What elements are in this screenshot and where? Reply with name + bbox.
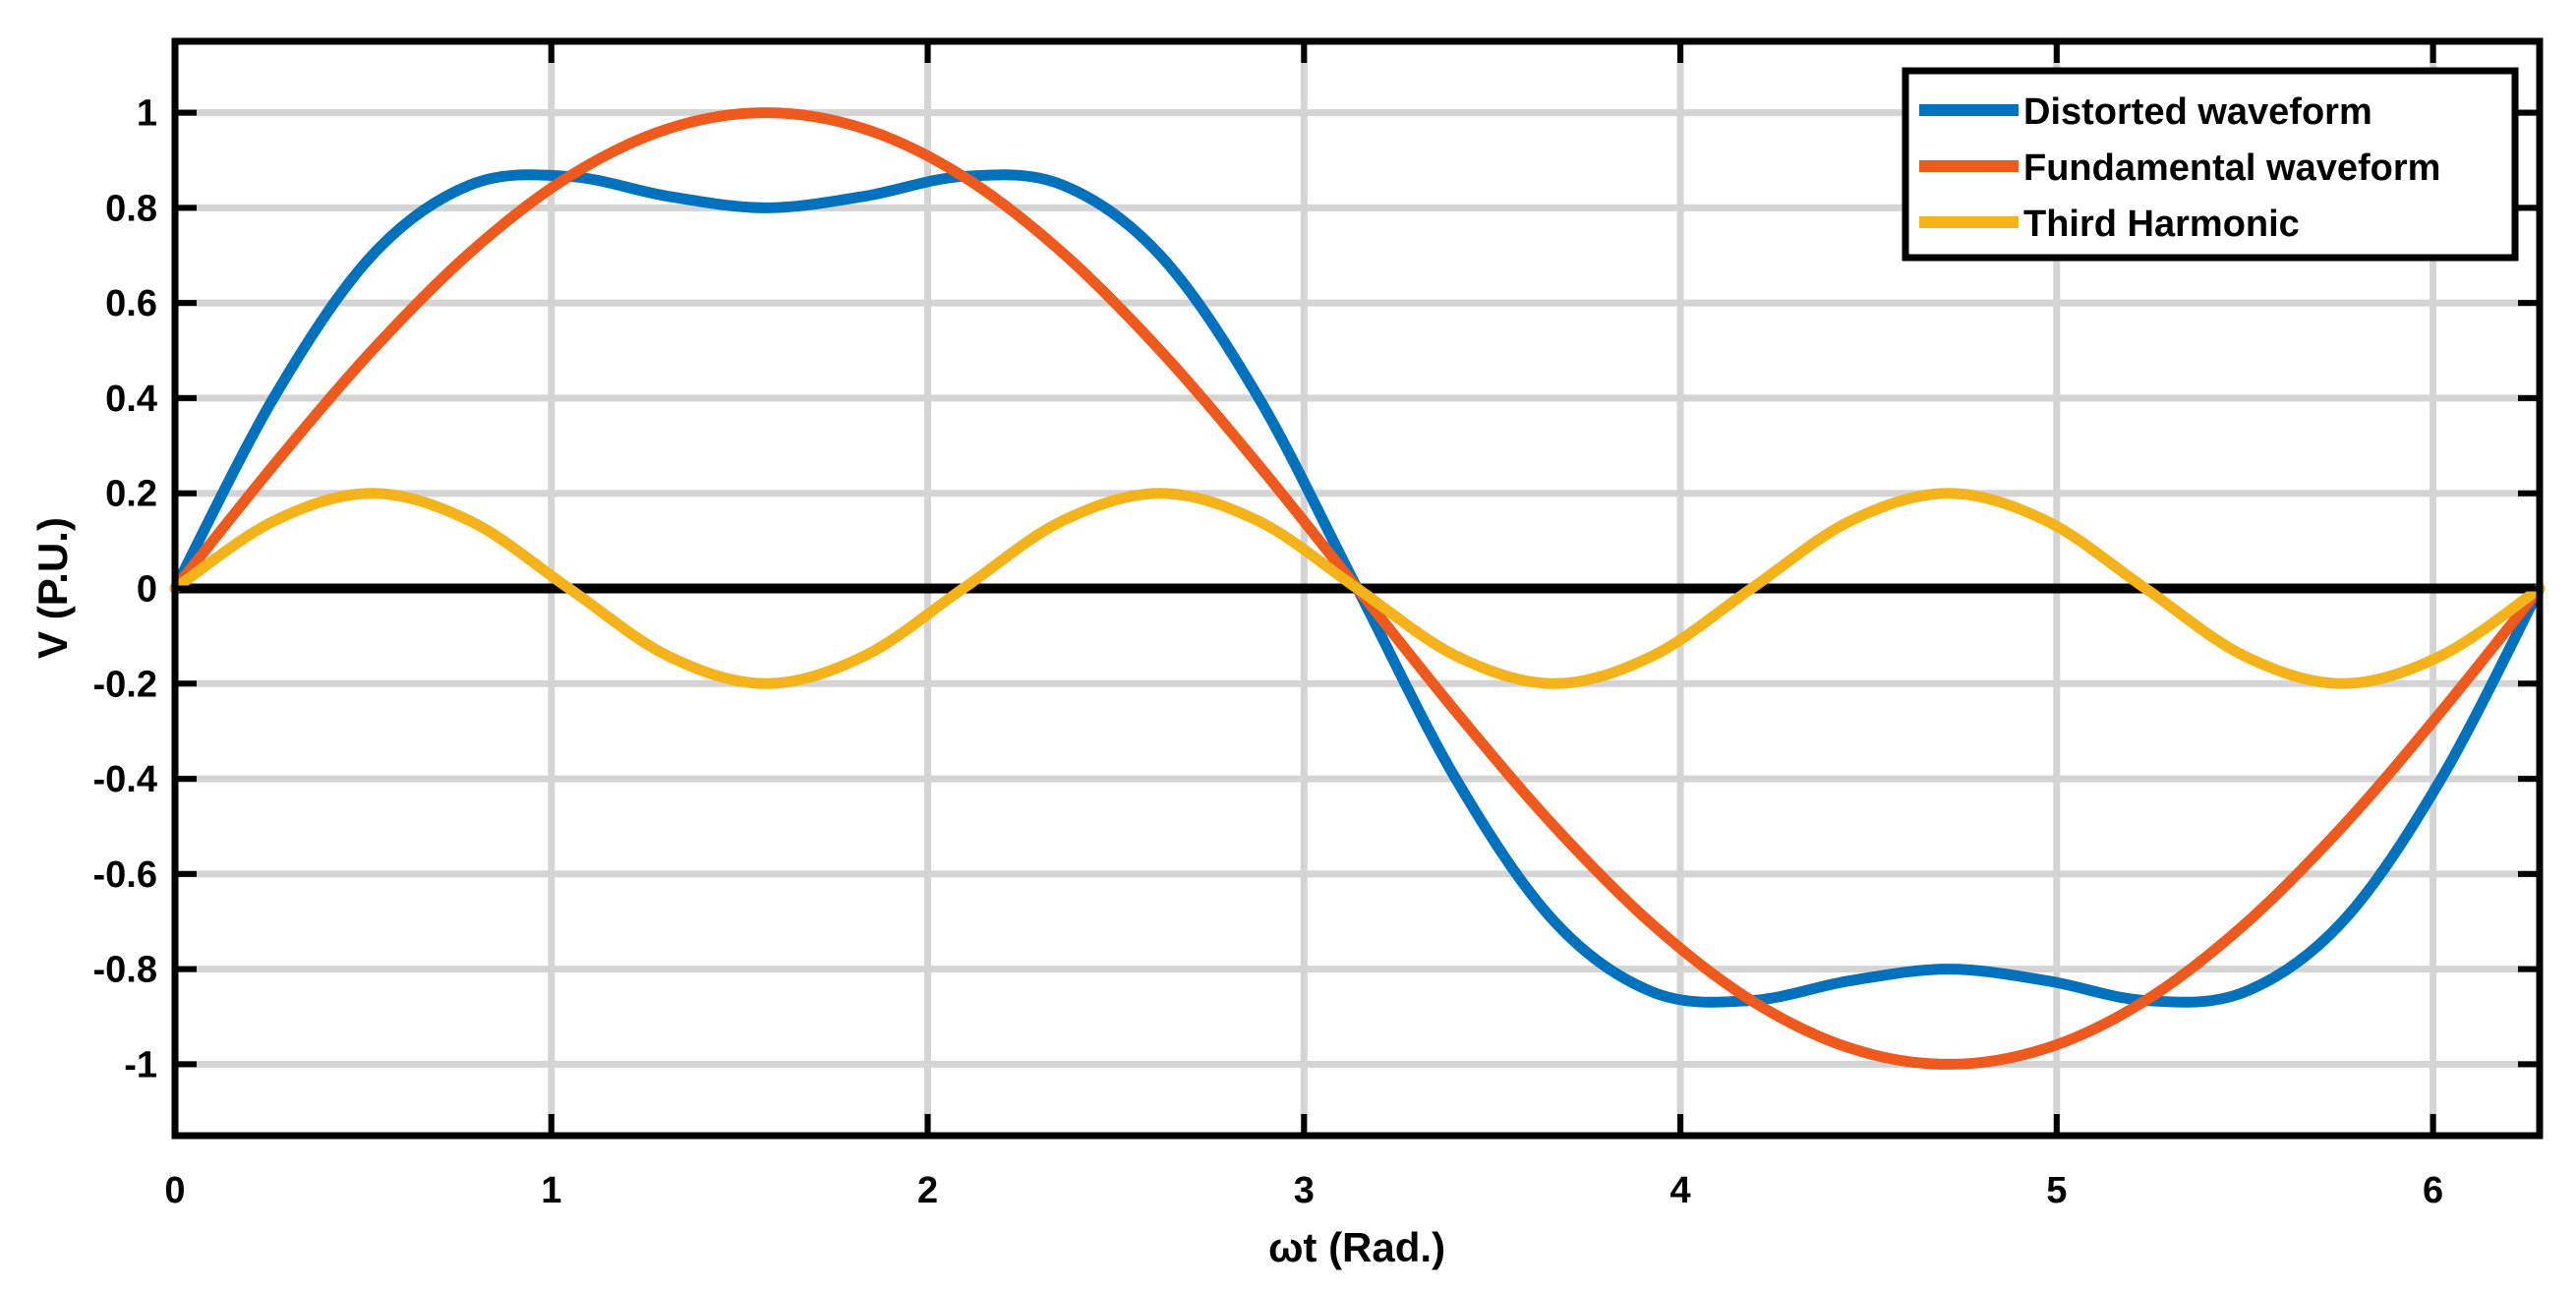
x-tick-label: 0 — [164, 1170, 185, 1211]
x-tick-label: 6 — [2423, 1170, 2443, 1211]
legend-label-third-harmonic: Third Harmonic — [2023, 204, 2300, 245]
x-tick-label: 2 — [917, 1170, 938, 1211]
y-tick-label: 0.6 — [105, 283, 157, 324]
tick-marks — [172, 41, 2540, 1136]
series-line-third-harmonic — [169, 488, 2546, 689]
y-tick-label: -1 — [124, 1044, 157, 1086]
grid-lines — [171, 41, 2540, 1136]
y-tick-label: 1 — [137, 93, 157, 135]
y-tick-label: -0.2 — [93, 664, 157, 705]
legend-label-distorted-waveform: Distorted waveform — [2023, 91, 2372, 133]
y-tick-label: -0.8 — [93, 950, 157, 991]
x-tick-label: 5 — [2046, 1170, 2067, 1211]
y-tick-label: 0.8 — [105, 188, 157, 229]
y-tick-label: 0.4 — [105, 379, 157, 420]
x-tick-label: 1 — [541, 1170, 561, 1211]
x-tick-label: 4 — [1669, 1170, 1690, 1211]
y-tick-label: 0.2 — [105, 474, 157, 515]
y-axis-title: V (P.U.) — [29, 517, 76, 659]
x-axis-title: ωt (Rad.) — [1268, 1224, 1445, 1270]
legend: Distorted waveform Fundamental waveform Th… — [1902, 67, 2519, 262]
y-tick-label: 0 — [137, 569, 157, 611]
x-tick-label: 3 — [1294, 1170, 1315, 1211]
legend-label-fundamental-waveform: Fundamental waveform — [2023, 147, 2440, 189]
y-tick-label: -0.6 — [93, 854, 157, 896]
y-tick-label: -0.4 — [93, 759, 157, 800]
x-tick-labels: 0 1 2 3 4 5 6 — [164, 1170, 2443, 1211]
y-tick-labels: 1 0.8 0.6 0.4 0.2 0 -0.2 -0.4 -0.6 -0.8 -1 — [93, 93, 157, 1086]
series-lines — [169, 107, 2546, 1070]
